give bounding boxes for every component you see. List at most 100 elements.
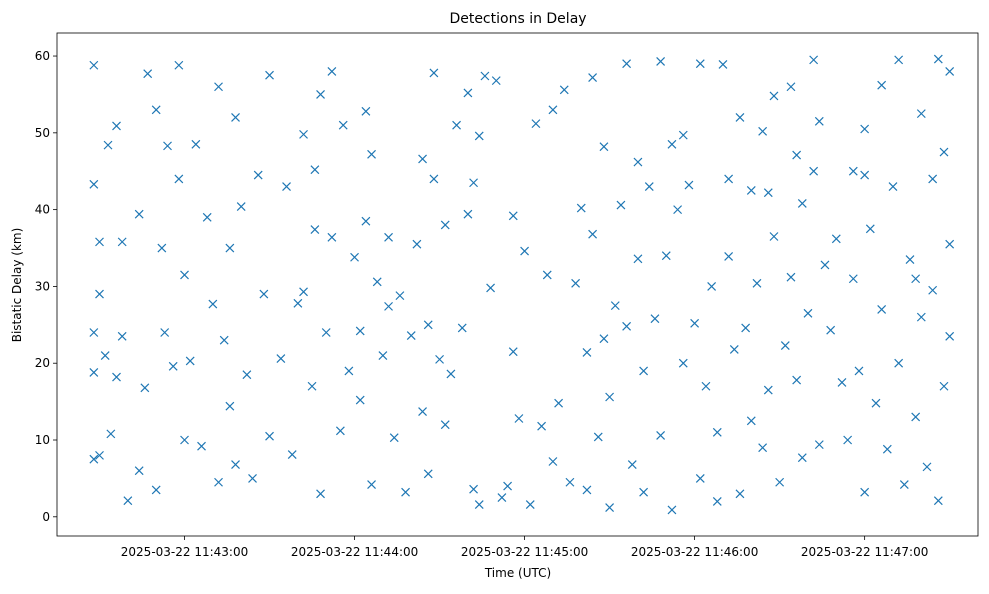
data-point — [769, 91, 779, 101]
data-point — [945, 331, 955, 341]
data-point — [259, 289, 269, 299]
data-point — [406, 331, 416, 340]
data-point — [678, 130, 688, 140]
data-point — [888, 182, 898, 192]
data-point — [248, 473, 257, 483]
data-point — [327, 232, 337, 242]
data-point — [423, 320, 433, 330]
data-point — [531, 119, 541, 129]
data-point — [395, 291, 405, 301]
data-point — [763, 385, 773, 395]
data-point — [389, 433, 399, 443]
data-point — [537, 421, 547, 431]
data-point — [214, 82, 223, 92]
data-point — [633, 157, 643, 167]
data-point — [616, 200, 626, 210]
data-point — [316, 489, 325, 499]
data-point — [457, 323, 467, 333]
data-point — [225, 243, 235, 253]
data-point — [684, 180, 694, 190]
data-point — [89, 368, 99, 377]
data-point — [877, 305, 887, 314]
data-point — [327, 66, 337, 76]
data-point — [361, 106, 371, 116]
data-point — [803, 308, 813, 318]
data-point — [452, 120, 461, 130]
data-point — [939, 147, 949, 157]
data-point — [673, 205, 683, 215]
data-point — [882, 444, 892, 454]
data-point — [718, 60, 728, 69]
data-point — [265, 431, 274, 441]
chart-title: Detections in Delay — [449, 11, 586, 27]
data-point — [928, 285, 938, 295]
data-point — [582, 485, 592, 495]
data-point — [151, 105, 161, 115]
y-tick-label: 50 — [35, 126, 50, 140]
data-point — [253, 170, 263, 180]
data-point — [622, 59, 632, 69]
data-point — [480, 71, 490, 81]
data-point — [335, 426, 345, 436]
y-axis-ticks: 0 10 20 30 40 50 60 — [35, 49, 57, 524]
data-point — [605, 392, 615, 402]
data-point — [877, 80, 887, 90]
y-tick-label: 0 — [42, 510, 50, 524]
data-point — [605, 503, 615, 513]
data-point — [752, 278, 762, 288]
data-point — [89, 328, 99, 337]
y-tick-label: 60 — [35, 49, 50, 63]
data-point — [610, 301, 620, 311]
data-point — [316, 90, 325, 99]
data-point — [474, 500, 484, 509]
x-tick-label: 2025-03-22 11:45:00 — [461, 545, 588, 559]
data-point — [180, 435, 189, 445]
data-point — [775, 477, 785, 487]
data-point — [707, 281, 717, 291]
data-point — [542, 270, 552, 280]
data-point — [338, 120, 348, 130]
data-point — [848, 166, 858, 176]
data-point — [463, 209, 473, 219]
data-point — [633, 254, 643, 264]
data-point — [134, 466, 144, 476]
data-point — [384, 232, 393, 242]
data-point — [746, 416, 756, 426]
data-point — [418, 154, 427, 164]
data-point — [429, 68, 439, 78]
data-point — [134, 209, 144, 219]
data-point — [361, 216, 371, 226]
data-point — [548, 105, 558, 115]
data-point — [763, 188, 773, 198]
data-point — [112, 121, 121, 131]
data-point — [701, 381, 711, 391]
data-point — [143, 69, 153, 79]
data-point — [599, 142, 609, 152]
data-point — [440, 420, 450, 430]
data-point — [758, 126, 768, 136]
data-point — [639, 487, 649, 497]
data-point — [412, 239, 422, 249]
data-point — [865, 224, 875, 234]
data-point — [140, 383, 150, 393]
data-point — [514, 414, 524, 423]
data-point — [712, 427, 722, 437]
plot-frame — [56, 32, 979, 537]
data-point — [826, 325, 836, 335]
data-point — [939, 381, 949, 391]
data-point — [916, 109, 926, 119]
x-tick-label: 2025-03-22 11:46:00 — [631, 545, 758, 559]
data-point — [576, 203, 586, 213]
data-point — [474, 131, 484, 141]
data-point — [350, 252, 359, 262]
data-point — [310, 225, 320, 235]
data-point — [185, 356, 195, 366]
y-tick-label: 20 — [35, 356, 50, 370]
data-point — [95, 237, 104, 247]
data-point — [231, 460, 240, 470]
data-point — [933, 54, 943, 64]
y-axis-label: Bistatic Delay (km) — [10, 228, 24, 343]
data-point — [307, 381, 317, 391]
data-point — [860, 124, 870, 134]
